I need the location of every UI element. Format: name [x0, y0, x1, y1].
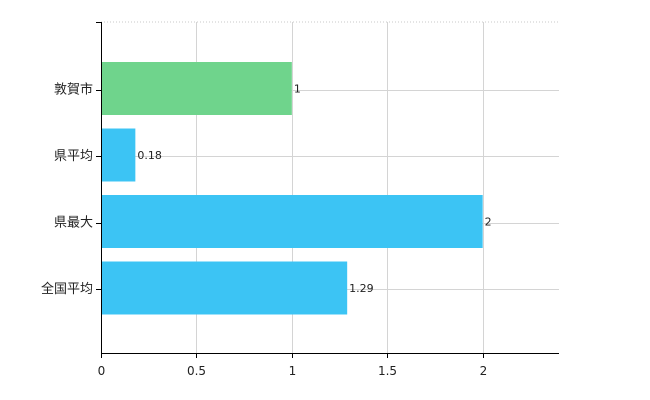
bar — [101, 261, 348, 315]
bar — [101, 195, 483, 248]
bars — [101, 62, 483, 315]
x-tick-label: 1 — [289, 364, 297, 378]
data-label: 2 — [485, 216, 492, 229]
x-tick-label: 0 — [98, 364, 106, 378]
x-tick-label: 2 — [480, 364, 488, 378]
x-tick-label: 1.5 — [378, 364, 397, 378]
category-label: 全国平均 — [41, 281, 93, 297]
category-label: 敦賀市 — [54, 82, 93, 98]
data-label: 1 — [294, 83, 301, 96]
data-label: 1.29 — [349, 282, 374, 295]
x-tick-label: 0.5 — [187, 364, 206, 378]
data-label: 0.18 — [137, 149, 162, 162]
bar — [101, 62, 292, 115]
bar — [101, 128, 136, 182]
category-label: 県平均 — [54, 149, 93, 164]
labels: 1 敦賀市 0.18 県平均 2 県最大 1.29 全国平均 0 0.5 1 1.5 2 — [41, 82, 492, 379]
grid-lines — [101, 21, 559, 353]
axes — [96, 22, 559, 358]
category-label: 県最大 — [54, 216, 93, 231]
